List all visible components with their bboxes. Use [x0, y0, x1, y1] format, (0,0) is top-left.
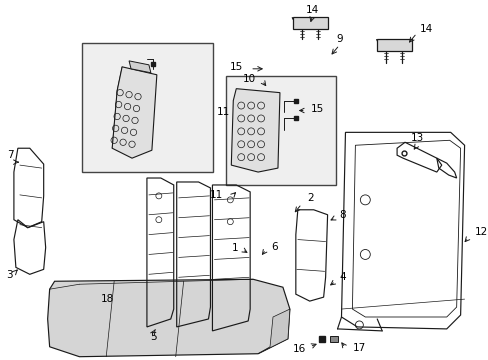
- Text: 5: 5: [150, 332, 157, 342]
- Text: 10: 10: [243, 74, 256, 84]
- Text: 11: 11: [217, 108, 230, 117]
- Text: 14: 14: [305, 5, 319, 15]
- Text: 9: 9: [336, 34, 342, 44]
- Polygon shape: [47, 279, 289, 357]
- Text: 16: 16: [292, 344, 305, 354]
- Polygon shape: [329, 336, 337, 342]
- Bar: [226, 76, 335, 185]
- Text: 2: 2: [307, 193, 314, 203]
- Text: 8: 8: [339, 210, 346, 220]
- Text: 12: 12: [473, 227, 487, 237]
- Polygon shape: [258, 309, 289, 354]
- Text: 1: 1: [231, 243, 238, 252]
- Text: 15: 15: [229, 62, 243, 72]
- Text: 15: 15: [310, 104, 324, 113]
- Text: 6: 6: [270, 242, 277, 252]
- Text: 11: 11: [210, 190, 223, 200]
- Text: 7: 7: [7, 150, 13, 160]
- Bar: [82, 43, 213, 172]
- Polygon shape: [376, 39, 411, 51]
- Polygon shape: [292, 17, 327, 29]
- Text: 4: 4: [339, 272, 346, 282]
- Text: 14: 14: [419, 24, 432, 34]
- Text: 17: 17: [352, 343, 365, 353]
- Text: 13: 13: [409, 133, 423, 143]
- Polygon shape: [231, 89, 279, 172]
- Text: 3: 3: [7, 270, 13, 280]
- Polygon shape: [129, 61, 151, 73]
- Text: 18: 18: [101, 294, 114, 304]
- Text: ⍣: ⍣: [331, 336, 335, 342]
- Polygon shape: [112, 67, 157, 158]
